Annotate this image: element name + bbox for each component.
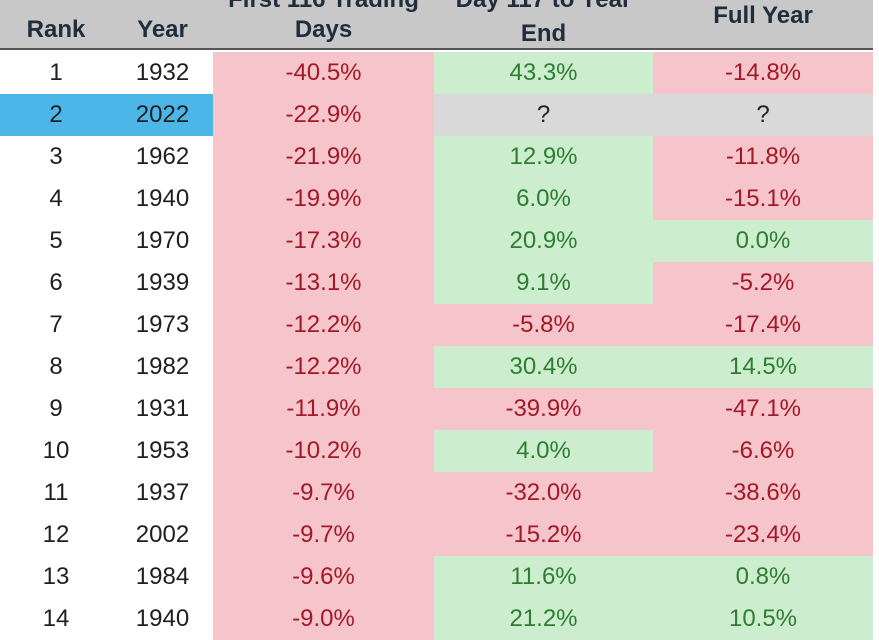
rank-cell: 6: [49, 269, 63, 296]
rank-cell: 1: [49, 59, 63, 86]
first-days-cell: -12.2%: [213, 346, 434, 388]
rank-cell: 9: [49, 395, 63, 422]
first-days-cell: -40.5%: [213, 52, 434, 94]
rest-of-year-cell: 6.0%: [434, 178, 653, 220]
table-row: 11 1937 -9.7% -32.0% -38.6%: [0, 472, 879, 514]
year-cell: 1932: [135, 59, 190, 86]
table-row: 5 1970 -17.3% 20.9% 0.0%: [0, 220, 879, 262]
year-cell: 1953: [135, 437, 190, 464]
rest-of-year-cell: 4.0%: [434, 430, 653, 472]
full-year-cell: -38.6%: [653, 472, 873, 514]
first-days-cell: -21.9%: [213, 136, 434, 178]
rest-of-year-cell: 12.9%: [434, 136, 653, 178]
header-first-days-bottom: Days: [294, 16, 353, 43]
year-cell: 1982: [135, 353, 190, 380]
rank-cell: 10: [42, 437, 70, 464]
first-days-cell: -13.1%: [213, 262, 434, 304]
rank-cell: 8: [49, 353, 63, 380]
header-first-days-top: First 116 Trading: [213, 0, 434, 14]
rest-of-year-cell: 30.4%: [434, 346, 653, 388]
table-row: 13 1984 -9.6% 11.6% 0.8%: [0, 556, 879, 598]
full-year-cell: -14.8%: [653, 52, 873, 94]
year-cell: 1937: [135, 479, 190, 506]
rank-cell: 5: [49, 227, 63, 254]
year-cell: 1970: [135, 227, 190, 254]
rest-of-year-cell: 20.9%: [434, 220, 653, 262]
full-year-cell: 14.5%: [653, 346, 873, 388]
rest-of-year-cell: 21.2%: [434, 598, 653, 640]
full-year-cell: -23.4%: [653, 514, 873, 556]
rank-cell: 11: [43, 479, 69, 506]
first-days-cell: -9.0%: [213, 598, 434, 640]
first-days-cell: -19.9%: [213, 178, 434, 220]
table-row: 9 1931 -11.9% -39.9% -47.1%: [0, 388, 879, 430]
rank-cell: 7: [49, 311, 63, 338]
full-year-cell: 0.0%: [653, 220, 873, 262]
rank-cell: 13: [42, 563, 70, 590]
header-year: Year: [137, 16, 188, 43]
first-days-cell: -11.9%: [213, 388, 434, 430]
first-days-cell: -9.6%: [213, 556, 434, 598]
full-year-cell: -17.4%: [653, 304, 873, 346]
table-row: 7 1973 -12.2% -5.8% -17.4%: [0, 304, 879, 346]
full-year-cell: -15.1%: [653, 178, 873, 220]
rest-of-year-cell: -39.9%: [434, 388, 653, 430]
table-row: 3 1962 -21.9% 12.9% -11.8%: [0, 136, 879, 178]
year-cell: 1984: [135, 563, 190, 590]
table-row: 6 1939 -13.1% 9.1% -5.2%: [0, 262, 879, 304]
rank-cell: 12: [42, 521, 70, 548]
year-cell: 2022: [112, 94, 213, 136]
table-row: 8 1982 -12.2% 30.4% 14.5%: [0, 346, 879, 388]
full-year-cell: -11.8%: [653, 136, 873, 178]
rank-cell: 4: [49, 185, 63, 212]
first-days-cell: -9.7%: [213, 514, 434, 556]
table-row: 1 1932 -40.5% 43.3% -14.8%: [0, 52, 879, 94]
rest-of-year-cell: -32.0%: [434, 472, 653, 514]
table-row: 10 1953 -10.2% 4.0% -6.6%: [0, 430, 879, 472]
rank-cell: 2: [0, 94, 112, 136]
table-header: Rank Year First 116 Trading Days Day 117…: [0, 0, 873, 50]
rest-of-year-cell: 43.3%: [434, 52, 653, 94]
full-year-cell: -6.6%: [653, 430, 873, 472]
rank-cell: 3: [49, 143, 63, 170]
year-cell: 1940: [135, 605, 190, 632]
right-edge: [873, 0, 879, 613]
header-full-year: Full Year: [713, 2, 813, 29]
full-year-cell: -5.2%: [653, 262, 873, 304]
rest-of-year-cell: 11.6%: [434, 556, 653, 598]
first-days-cell: -22.9%: [213, 94, 434, 136]
table-row: 2 2022 -22.9%??: [0, 94, 879, 136]
first-days-cell: -17.3%: [213, 220, 434, 262]
rank-cell: 14: [42, 605, 70, 632]
year-cell: 1962: [135, 143, 190, 170]
full-year-cell: 10.5%: [653, 598, 873, 640]
first-days-cell: -9.7%: [213, 472, 434, 514]
first-days-cell: -12.2%: [213, 304, 434, 346]
header-rank: Rank: [26, 16, 86, 43]
rest-of-year-cell: -5.8%: [434, 304, 653, 346]
full-year-cell: ?: [653, 94, 873, 136]
header-rest-of-year-bottom: End: [520, 20, 567, 47]
rest-of-year-cell: ?: [434, 94, 653, 136]
year-cell: 1940: [135, 185, 190, 212]
first-days-cell: -10.2%: [213, 430, 434, 472]
table-row: 12 2002 -9.7% -15.2% -23.4%: [0, 514, 879, 556]
year-cell: 1939: [135, 269, 190, 296]
year-cell: 1931: [135, 395, 190, 422]
year-cell: 1973: [135, 311, 190, 338]
full-year-cell: 0.8%: [653, 556, 873, 598]
full-year-cell: -47.1%: [653, 388, 873, 430]
rest-of-year-cell: -15.2%: [434, 514, 653, 556]
table-row: 4 1940 -19.9% 6.0% -15.1%: [0, 178, 879, 220]
rest-of-year-cell: 9.1%: [434, 262, 653, 304]
table-row: 14 1940 -9.0% 21.2% 10.5%: [0, 598, 879, 640]
header-rest-of-year-top: Day 117 to Year: [434, 0, 653, 14]
year-cell: 2002: [135, 521, 190, 548]
